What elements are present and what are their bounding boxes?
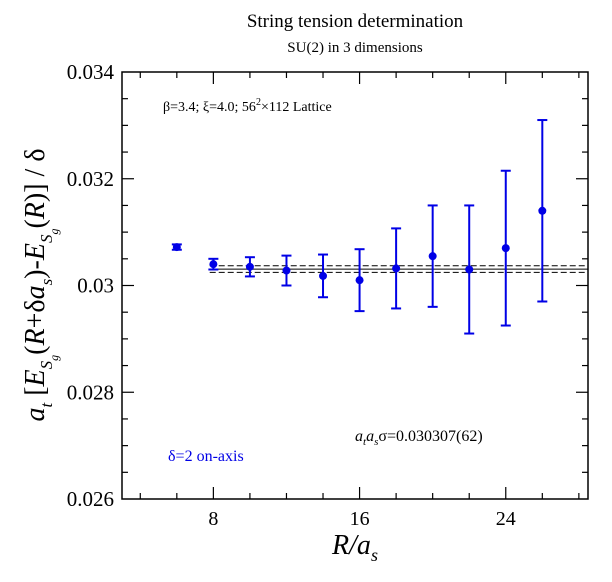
y-tick-label: 0.034	[67, 60, 115, 84]
data-point	[172, 243, 181, 252]
fit-annotation: atasσ=0.030307(62)	[355, 428, 483, 448]
lattice-annotation: β=3.4; ξ=4.0; 562×112 Lattice	[163, 97, 332, 115]
data-point	[319, 271, 328, 280]
x-axis-ticks: 8 16 24	[139, 72, 580, 530]
chart-subtitle: SU(2) in 3 dimensions	[287, 40, 423, 56]
data-point	[355, 276, 364, 285]
data-series	[171, 119, 548, 335]
data-point	[538, 206, 547, 215]
data-point	[501, 244, 510, 253]
x-tick-label: 16	[350, 508, 370, 530]
chart-title: String tension determination	[247, 11, 464, 32]
data-point	[392, 264, 401, 273]
y-tick-label: 0.028	[67, 380, 114, 404]
data-point	[245, 262, 254, 271]
y-axis-label: at [ESg(R+δas)-ESg(R)] / δ	[20, 148, 61, 421]
y-axis-ticks: 0.026 0.028 0.03 0.032 0.034	[67, 60, 588, 511]
y-tick-label: 0.032	[67, 167, 114, 191]
data-point	[282, 266, 291, 275]
data-point	[209, 260, 218, 269]
y-tick-label: 0.026	[67, 487, 114, 511]
legend-label: δ=2 on-axis	[168, 448, 244, 465]
svg-text:at [ESg(R+δas)-ESg(R)] / δ: at [ESg(R+δas)-ESg(R)] / δ	[20, 148, 61, 421]
x-axis-label: R/as	[331, 530, 378, 565]
data-point	[465, 265, 474, 274]
x-tick-label: 24	[496, 508, 516, 530]
data-point	[428, 252, 437, 261]
x-tick-label: 8	[208, 508, 218, 530]
y-tick-label: 0.03	[77, 274, 114, 298]
